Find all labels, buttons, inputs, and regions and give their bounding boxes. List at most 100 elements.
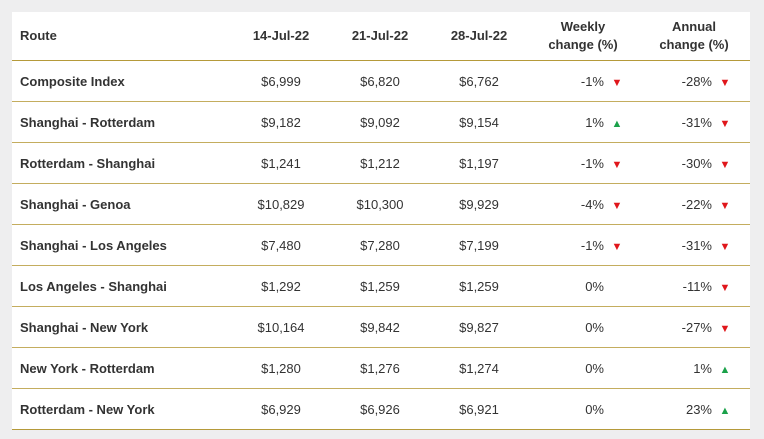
- header-date-1: 14-Jul-22: [232, 12, 330, 61]
- triangle-down-icon: ▼: [719, 281, 731, 294]
- price-date-3-cell: $9,929: [430, 183, 528, 225]
- weekly-change-cell: -4% ▼: [528, 183, 638, 225]
- annual-change-cell: -31% ▼: [638, 101, 750, 143]
- weekly-change-cell: 0% ▲: [528, 265, 638, 307]
- weekly-change-value: -1%: [580, 73, 604, 89]
- triangle-down-icon: ▼: [719, 240, 731, 253]
- triangle-down-icon: ▼: [719, 158, 731, 171]
- route-name-cell: Shanghai - New York: [12, 306, 232, 348]
- price-date-2-cell: $9,092: [330, 101, 430, 143]
- annual-change-value: -11%: [682, 278, 712, 294]
- no-change-icon: ▲: [610, 282, 624, 294]
- annual-change-value: -31%: [681, 114, 712, 130]
- triangle-down-icon: ▼: [719, 117, 731, 130]
- route-name-cell: Shanghai - Los Angeles: [12, 224, 232, 266]
- annual-change-value: -31%: [681, 237, 712, 253]
- price-date-3-cell: $6,762: [430, 60, 528, 102]
- table-row: Los Angeles - Shanghai $1,292 $1,259 $1,259…: [12, 265, 750, 307]
- price-date-1-cell: $7,480: [232, 224, 330, 266]
- annual-change-cell: -30% ▼: [638, 142, 750, 184]
- price-date-1-cell: $6,929: [232, 388, 330, 430]
- triangle-down-icon: ▼: [611, 199, 623, 212]
- annual-change-cell: -28% ▼: [638, 60, 750, 102]
- table-row: Shanghai - Rotterdam $9,182 $9,092 $9,154 1%…: [12, 101, 750, 143]
- annual-change-cell: -31% ▼: [638, 224, 750, 266]
- price-date-1-cell: $1,292: [232, 265, 330, 307]
- route-name-cell: New York - Rotterdam: [12, 347, 232, 389]
- weekly-change-value: 1%: [585, 114, 604, 130]
- weekly-change-cell: 0% ▲: [528, 347, 638, 389]
- price-date-3-cell: $6,921: [430, 388, 528, 430]
- freight-rates-table: Route 14-Jul-22 21-Jul-22 28-Jul-22 Week…: [12, 12, 750, 430]
- price-date-2-cell: $6,926: [330, 388, 430, 430]
- no-change-icon: ▲: [610, 405, 624, 417]
- route-name-cell: Rotterdam - Shanghai: [12, 142, 232, 184]
- price-date-3-cell: $1,274: [430, 347, 528, 389]
- table-row: Shanghai - Los Angeles $7,480 $7,280 $7,199…: [12, 224, 750, 266]
- weekly-change-value: 0%: [585, 360, 604, 376]
- header-annual-line2: change (%): [659, 37, 729, 52]
- price-date-3-cell: $9,827: [430, 306, 528, 348]
- route-name-cell: Shanghai - Rotterdam: [12, 101, 232, 143]
- header-annual-line1: Annual: [671, 19, 717, 34]
- header-date-2: 21-Jul-22: [330, 12, 430, 61]
- price-date-1-cell: $10,829: [232, 183, 330, 225]
- price-date-1-cell: $1,241: [232, 142, 330, 184]
- weekly-change-value: 0%: [585, 319, 604, 335]
- triangle-up-icon: ▲: [719, 363, 731, 376]
- weekly-change-value: -1%: [580, 237, 604, 253]
- table-row: Shanghai - New York $10,164 $9,842 $9,827 0%…: [12, 306, 750, 348]
- no-change-icon: ▲: [610, 323, 624, 335]
- no-change-icon: ▲: [610, 364, 624, 376]
- table-header-row: Route 14-Jul-22 21-Jul-22 28-Jul-22 Week…: [12, 12, 750, 61]
- table-row: Shanghai - Genoa $10,829 $10,300 $9,929 -4% ▼…: [12, 183, 750, 225]
- annual-change-value: 23%: [685, 401, 712, 417]
- weekly-change-cell: 1% ▲: [528, 101, 638, 143]
- annual-change-cell: -11% ▼: [638, 265, 750, 307]
- header-weekly-line1: Weekly: [560, 19, 606, 34]
- annual-change-cell: 23% ▲: [638, 388, 750, 430]
- price-date-3-cell: $1,197: [430, 142, 528, 184]
- triangle-down-icon: ▼: [611, 158, 623, 171]
- annual-change-value: -28%: [681, 73, 712, 89]
- triangle-up-icon: ▲: [611, 117, 623, 130]
- header-date-3: 28-Jul-22: [430, 12, 528, 61]
- table-row: New York - Rotterdam $1,280 $1,276 $1,274 0%…: [12, 347, 750, 389]
- triangle-down-icon: ▼: [611, 240, 623, 253]
- route-name-cell: Rotterdam - New York: [12, 388, 232, 430]
- annual-change-value: -22%: [681, 196, 712, 212]
- price-date-2-cell: $10,300: [330, 183, 430, 225]
- price-date-2-cell: $7,280: [330, 224, 430, 266]
- header-weekly-change: Weekly change (%): [528, 12, 638, 61]
- weekly-change-cell: 0% ▲: [528, 388, 638, 430]
- table-row: Rotterdam - Shanghai $1,241 $1,212 $1,197 -1…: [12, 142, 750, 184]
- route-name-cell: Shanghai - Genoa: [12, 183, 232, 225]
- header-route: Route: [12, 12, 232, 61]
- annual-change-cell: -27% ▼: [638, 306, 750, 348]
- annual-change-value: 1%: [693, 360, 712, 376]
- header-annual-change: Annual change (%): [638, 12, 750, 61]
- triangle-down-icon: ▼: [719, 76, 731, 89]
- price-date-2-cell: $1,276: [330, 347, 430, 389]
- price-date-1-cell: $9,182: [232, 101, 330, 143]
- price-date-1-cell: $1,280: [232, 347, 330, 389]
- header-weekly-line2: change (%): [548, 37, 618, 52]
- triangle-down-icon: ▼: [719, 322, 731, 335]
- price-date-1-cell: $10,164: [232, 306, 330, 348]
- weekly-change-value: 0%: [585, 401, 604, 417]
- price-date-1-cell: $6,999: [232, 60, 330, 102]
- weekly-change-cell: -1% ▼: [528, 60, 638, 102]
- weekly-change-value: -4%: [580, 196, 604, 212]
- price-date-3-cell: $1,259: [430, 265, 528, 307]
- annual-change-value: -30%: [681, 155, 712, 171]
- annual-change-cell: -22% ▼: [638, 183, 750, 225]
- weekly-change-cell: -1% ▼: [528, 224, 638, 266]
- weekly-change-cell: 0% ▲: [528, 306, 638, 348]
- price-date-3-cell: $7,199: [430, 224, 528, 266]
- price-date-2-cell: $9,842: [330, 306, 430, 348]
- annual-change-value: -27%: [681, 319, 712, 335]
- table-row: Composite Index $6,999 $6,820 $6,762 -1% ▼ -28…: [12, 60, 750, 102]
- triangle-down-icon: ▼: [719, 199, 731, 212]
- weekly-change-value: -1%: [580, 155, 604, 171]
- route-name-cell: Composite Index: [12, 60, 232, 102]
